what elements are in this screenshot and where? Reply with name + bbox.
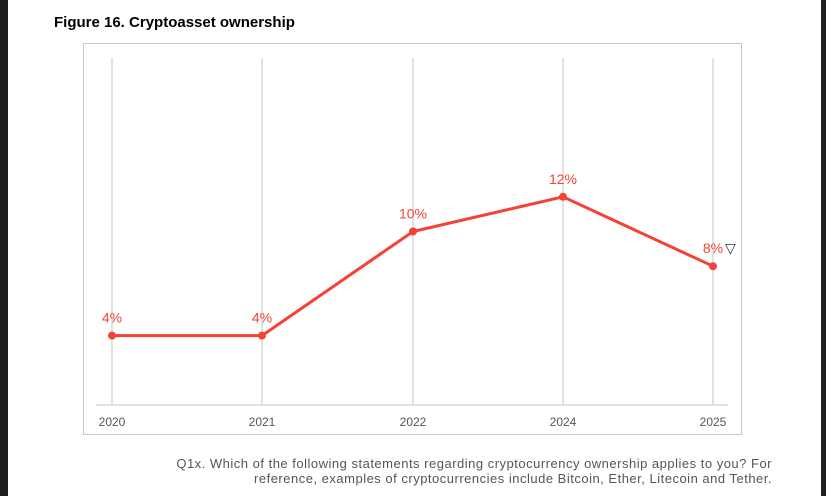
right-dark-edge [821,0,826,496]
x-tick-label: 2021 [249,415,276,429]
caption-line-2: reference, examples of cryptocurrencies … [254,471,772,486]
x-tick-label: 2025 [700,415,727,429]
caption: Q1x. Which of the following statements r… [72,456,772,486]
data-point [258,331,266,340]
data-label: 10% [399,206,427,222]
data-label: 8% [703,240,723,256]
x-tick-label: 2024 [550,415,577,429]
left-dark-edge [0,0,8,496]
data-point [409,227,417,236]
data-label: 12% [549,171,577,187]
data-label: 4% [252,310,272,326]
data-point [709,262,717,271]
data-label: 4% [102,310,122,326]
data-point [108,331,116,340]
data-point [559,192,567,201]
x-tick-label: 2020 [99,415,126,429]
x-tick-label: 2022 [400,415,427,429]
figure-title: Figure 16. Cryptoasset ownership [54,14,295,31]
chart-frame [83,43,742,435]
caption-line-1: Q1x. Which of the following statements r… [176,456,772,471]
decrease-marker-icon: ▽ [725,241,736,257]
